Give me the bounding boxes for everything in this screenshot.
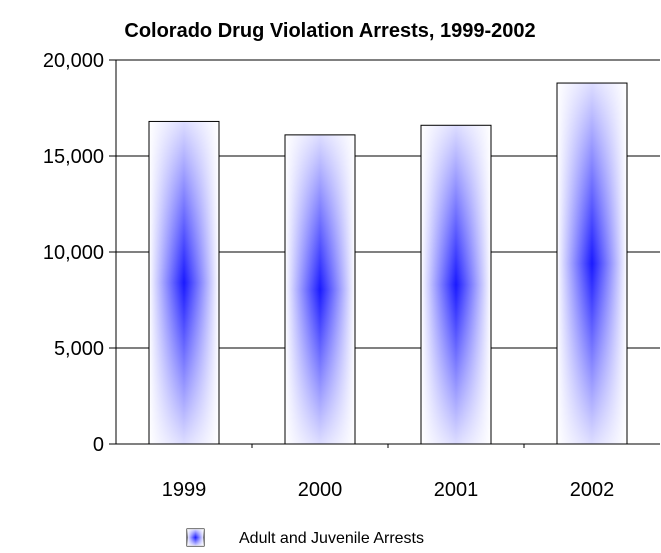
x-tick-label: 1999	[162, 479, 207, 501]
bars	[148, 82, 628, 445]
y-tick-label: 15,000	[43, 146, 104, 168]
legend-swatch-overlay	[187, 529, 204, 546]
y-tick-label: 5,000	[54, 338, 104, 360]
y-tick-label: 10,000	[43, 242, 104, 264]
x-axis-tick-labels: 1999 2000 2001 2002	[162, 479, 615, 501]
x-tick-label: 2001	[434, 479, 479, 501]
y-tick-label: 20,000	[43, 50, 104, 72]
chart-title: Colorado Drug Violation Arrests, 1999-20…	[124, 20, 535, 42]
x-tick-label: 2000	[298, 479, 343, 501]
bar-outline	[148, 120, 220, 445]
legend-label: Adult and Juvenile Arrests	[239, 530, 424, 547]
bar-outline	[420, 124, 492, 445]
bar-outline	[556, 82, 628, 445]
bar-outline	[284, 134, 356, 445]
y-axis-tick-labels: 0 5,000 10,000 15,000 20,000	[43, 50, 104, 456]
y-tick-label: 0	[93, 434, 104, 456]
legend: Adult and Juvenile Arrests	[186, 528, 424, 547]
x-tick-label: 2002	[570, 479, 615, 501]
